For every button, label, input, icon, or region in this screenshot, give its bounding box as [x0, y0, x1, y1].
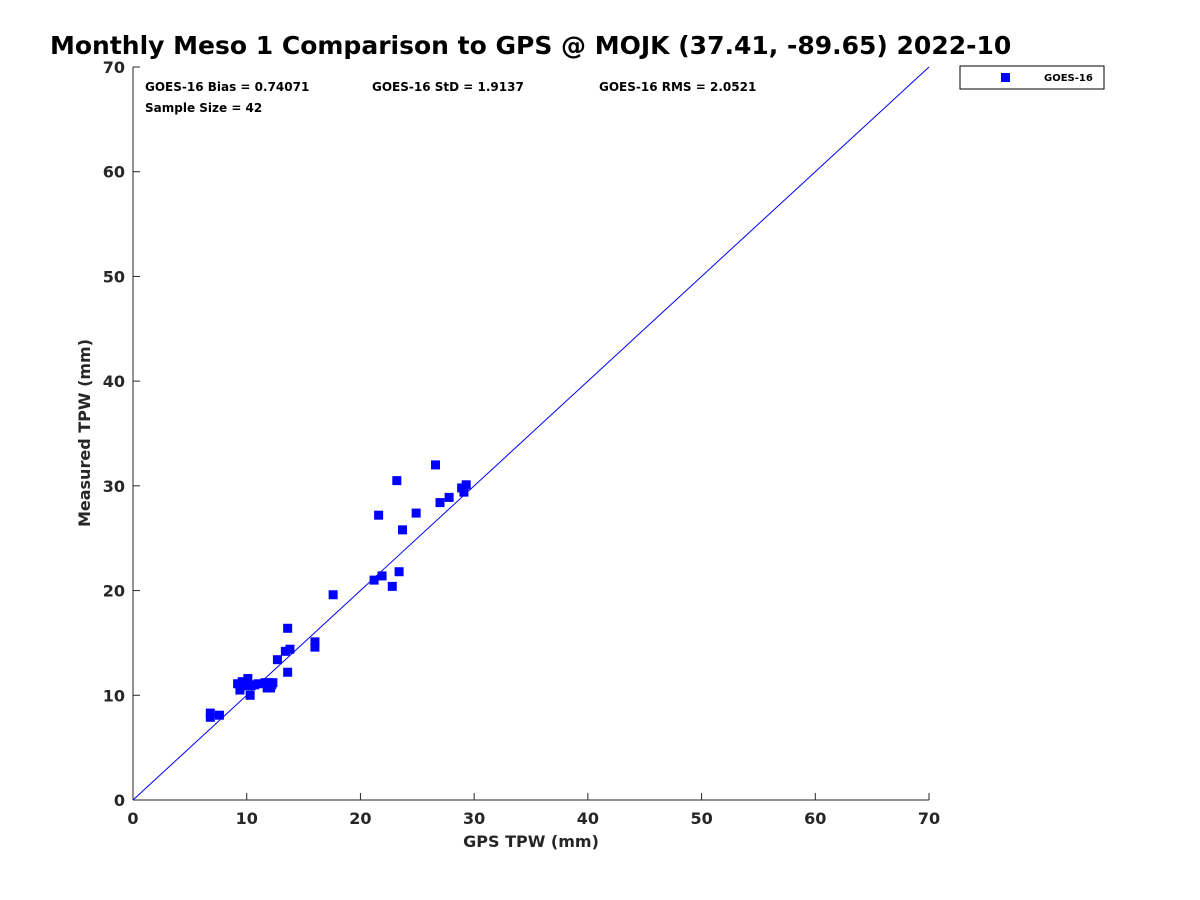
data-point — [214, 710, 224, 720]
rms-stat: GOES-16 RMS = 2.0521 — [599, 80, 756, 94]
y-tick-label: 50 — [103, 267, 125, 286]
one-to-one-line — [132, 66, 930, 801]
legend-marker — [1001, 73, 1010, 82]
data-point — [411, 508, 421, 518]
data-point — [272, 655, 282, 665]
data-point — [236, 680, 246, 690]
data-point — [394, 567, 404, 577]
data-point — [398, 525, 408, 535]
y-tick-label: 70 — [103, 58, 125, 77]
bias-stat: GOES-16 Bias = 0.74071 — [145, 80, 309, 94]
data-point — [283, 623, 293, 633]
x-tick-label: 50 — [690, 809, 712, 828]
chart-title: Monthly Meso 1 Comparison to GPS @ MOJK … — [50, 31, 1011, 60]
legend: GOES-16 — [959, 65, 1105, 90]
legend-label: GOES-16 — [1044, 73, 1093, 84]
y-tick-label: 20 — [103, 582, 125, 601]
y-tick-label: 30 — [103, 477, 125, 496]
data-point — [459, 487, 469, 497]
std-stat: GOES-16 StD = 1.9137 — [372, 80, 524, 94]
data-point — [235, 685, 245, 695]
data-point — [241, 681, 251, 691]
x-tick-label: 30 — [463, 809, 485, 828]
data-point — [245, 690, 255, 700]
y-tick-label: 0 — [114, 791, 125, 810]
x-tick-label: 70 — [918, 809, 940, 828]
data-point — [267, 680, 277, 690]
data-point — [280, 646, 290, 656]
x-axis-label: GPS TPW (mm) — [463, 832, 599, 851]
data-point — [283, 667, 293, 677]
data-point — [310, 637, 320, 647]
y-axis-label: Measured TPW (mm) — [75, 339, 94, 527]
x-tick-label: 60 — [804, 809, 826, 828]
data-point — [250, 680, 260, 690]
data-point — [444, 492, 454, 502]
y-tick-label: 60 — [103, 163, 125, 182]
data-point — [310, 642, 320, 652]
data-point — [430, 460, 440, 470]
data-point — [374, 510, 384, 520]
data-point — [205, 712, 215, 722]
data-point — [461, 480, 471, 490]
data-point — [243, 674, 253, 684]
sample-size-stat: Sample Size = 42 — [145, 101, 262, 115]
data-point — [377, 571, 387, 581]
data-point — [369, 575, 379, 585]
data-point — [435, 498, 445, 508]
data-point — [392, 476, 402, 486]
data-point — [328, 590, 338, 600]
x-tick-label: 20 — [349, 809, 371, 828]
data-point — [285, 644, 295, 654]
y-tick-label: 10 — [103, 686, 125, 705]
plot-area: 0 10 20 30 40 50 60 70 0 10 20 30 40 50 60 70 — [103, 58, 940, 828]
x-tick-label: 10 — [236, 809, 258, 828]
x-tick-label: 40 — [577, 809, 599, 828]
legend-box — [959, 65, 1105, 90]
x-tick-label: 0 — [127, 809, 138, 828]
y-tick-label: 40 — [103, 372, 125, 391]
data-point — [387, 581, 397, 591]
